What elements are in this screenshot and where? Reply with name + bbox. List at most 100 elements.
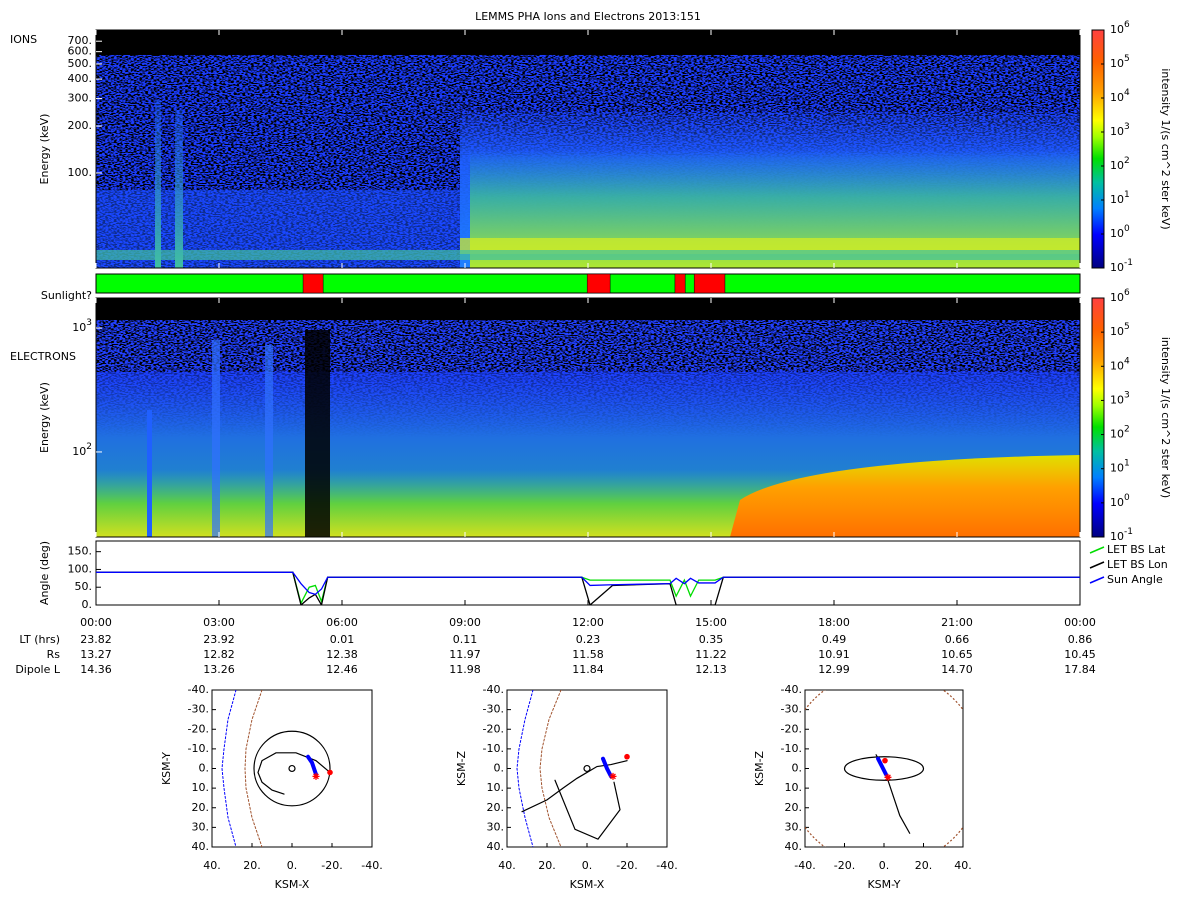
- y-axis-label: KSM-Y: [160, 752, 173, 785]
- orbit-curve: [521, 760, 628, 813]
- shadow-interval: [586, 273, 611, 294]
- shadow-interval: [693, 273, 726, 294]
- panel-frame: [95, 540, 1081, 606]
- y-tick-label: 500.: [68, 57, 93, 70]
- shadow-interval: [302, 273, 324, 294]
- figure-title: LEMMS PHA Ions and Electrons 2013:151: [475, 10, 701, 23]
- ephemeris-value: 0.86: [1068, 633, 1093, 646]
- panel-label: ELECTRONS: [10, 350, 76, 363]
- x-tick-label: 06:00: [326, 616, 358, 629]
- status-label: Sunlight?: [41, 289, 92, 302]
- x-tick-label: 09:00: [449, 616, 481, 629]
- y-tick-label: 40.: [192, 840, 210, 853]
- ephemeris-value: 10.45: [1064, 648, 1096, 661]
- y-tick-label: 700.: [68, 34, 93, 47]
- legend-label: LET BS Lat: [1107, 543, 1166, 556]
- x-tick-label: 20.: [538, 859, 556, 872]
- y-tick-label: -30.: [483, 703, 504, 716]
- y-tick-label: 0.: [792, 762, 803, 775]
- x-tick-label: 20.: [915, 859, 933, 872]
- colorbar-tick-label: 106: [1110, 288, 1130, 305]
- x-tick-label: -40.: [794, 859, 815, 872]
- orbit-curve: [306, 754, 318, 777]
- ephemeris-value: 12.82: [203, 648, 235, 661]
- colorbar-tick-label: 100: [1110, 492, 1130, 509]
- colorbar-label: intensity 1/(s cm^2 ster keV): [1159, 337, 1172, 498]
- y-tick-label: 102: [72, 441, 92, 458]
- ephemeris-value: 11.97: [449, 648, 481, 661]
- colorbar-tick-label: 105: [1110, 54, 1130, 71]
- y-tick-label: 20.: [785, 801, 803, 814]
- x-tick-label: 21:00: [941, 616, 973, 629]
- x-tick-label: 0.: [287, 859, 298, 872]
- orbit-start: [882, 757, 888, 764]
- y-tick-label: 50.: [75, 580, 93, 593]
- y-tick-label: 10.: [785, 781, 803, 794]
- y-tick-label: 300.: [68, 92, 93, 105]
- y-tick-label: -30.: [188, 703, 209, 716]
- orbit-ellipse: [288, 764, 296, 773]
- colorbar: [1091, 29, 1105, 269]
- x-axis-label: KSM-X: [275, 878, 310, 891]
- y-tick-label: 30.: [785, 820, 803, 833]
- x-tick-label: -40.: [361, 859, 382, 872]
- ephemeris-value: 0.66: [945, 633, 970, 646]
- y-tick-label: -10.: [188, 742, 209, 755]
- orbit-start: [624, 753, 630, 760]
- colorbar-tick-label: 102: [1110, 156, 1130, 173]
- y-tick-label: 0.: [199, 762, 210, 775]
- ephemeris-value: 0.35: [699, 633, 724, 646]
- y-axis-label: Angle (deg): [38, 541, 51, 605]
- angle-line: [96, 571, 1080, 596]
- ephemeris-value: 12.99: [818, 663, 850, 676]
- shadow-interval: [674, 273, 686, 294]
- legend-swatch: [1089, 576, 1105, 584]
- ephemeris-value: 23.82: [80, 633, 112, 646]
- colorbar-tick-label: 105: [1110, 322, 1130, 339]
- ephemeris-value: 13.26: [203, 663, 235, 676]
- x-tick-label: 40.: [954, 859, 972, 872]
- legend-swatch: [1089, 561, 1105, 569]
- orbit-ellipse: [583, 764, 591, 773]
- ephemeris-value: 0.01: [330, 633, 355, 646]
- x-tick-label: 0.: [582, 859, 593, 872]
- y-tick-label: -40.: [483, 683, 504, 696]
- orbit-ellipse: [253, 730, 331, 807]
- y-tick-label: 200.: [68, 119, 93, 132]
- x-tick-label: 00:00: [1064, 616, 1096, 629]
- y-axis-label: Energy (keV): [38, 382, 51, 453]
- x-tick-label: -20.: [834, 859, 855, 872]
- y-tick-label: -10.: [781, 742, 802, 755]
- colorbar-tick-label: 102: [1110, 424, 1130, 441]
- y-tick-label: 400.: [68, 72, 93, 85]
- colorbar-tick-label: 101: [1110, 458, 1130, 475]
- legend-swatch: [1089, 546, 1105, 554]
- y-axis-label: KSM-Z: [753, 750, 766, 786]
- x-tick-label: 40.: [498, 859, 516, 872]
- ephemeris-value: 0.49: [822, 633, 847, 646]
- orbit-frame: [506, 689, 668, 848]
- legend-label: Sun Angle: [1107, 573, 1163, 586]
- x-tick-label: -40.: [656, 859, 677, 872]
- y-tick-label: -40.: [188, 683, 209, 696]
- colorbar-tick-label: 101: [1110, 190, 1130, 207]
- y-tick-label: 0.: [494, 762, 505, 775]
- colorbar-tick-label: 10-1: [1110, 258, 1133, 275]
- y-axis-label: Energy (keV): [38, 114, 51, 185]
- ephemeris-row-label: Rs: [47, 648, 61, 661]
- y-tick-label: 103: [72, 318, 92, 335]
- ephemeris-value: 14.70: [941, 663, 973, 676]
- angle-line: [96, 571, 1080, 605]
- ephemeris-value: 0.11: [453, 633, 478, 646]
- colorbar-tick-label: 103: [1110, 390, 1130, 407]
- y-tick-label: -20.: [781, 722, 802, 735]
- y-tick-label: 20.: [487, 801, 505, 814]
- ephemeris-row-label: Dipole L: [15, 663, 61, 676]
- colorbar-tick-label: 103: [1110, 122, 1130, 139]
- ephemeris-row-label: LT (hrs): [19, 633, 60, 646]
- orbit-curve: [601, 756, 613, 779]
- x-tick-label: 03:00: [203, 616, 235, 629]
- colorbar-label: intensity 1/(s cm^2 ster keV): [1159, 68, 1172, 229]
- x-tick-label: 00:00: [80, 616, 112, 629]
